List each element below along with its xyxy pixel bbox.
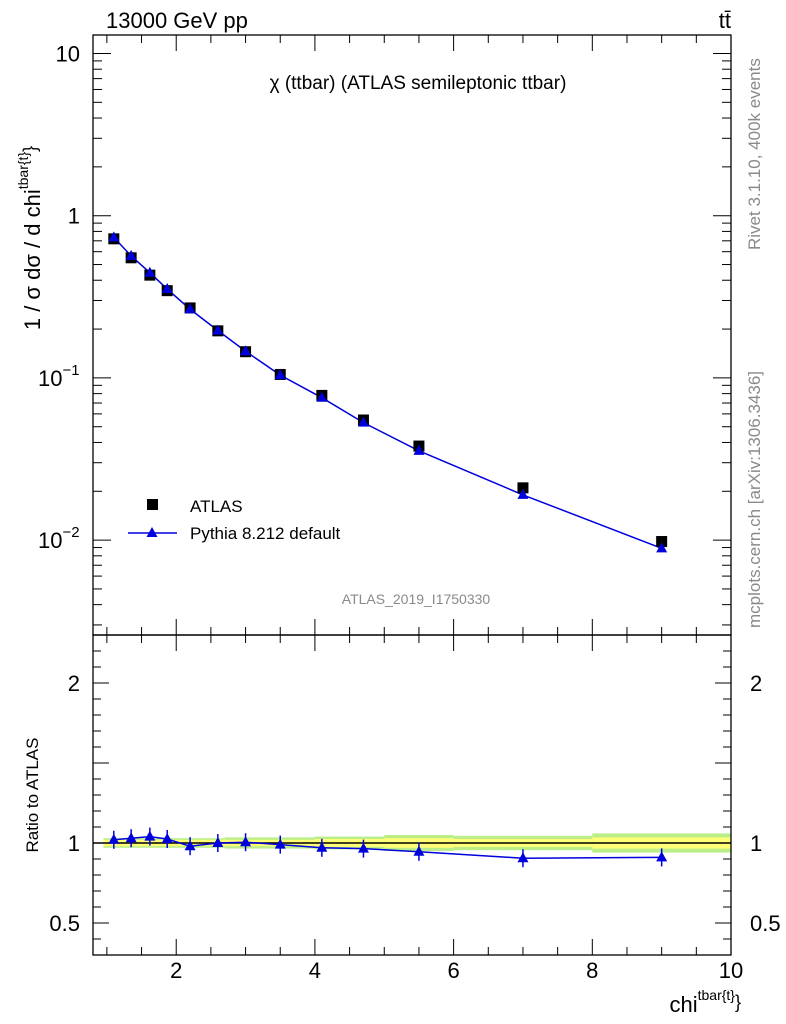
svg-text:chitbar{t}}: chitbar{t}} bbox=[669, 987, 741, 1017]
mcplots-label: mcplots.cern.ch [arXiv:1306.3436] bbox=[745, 371, 764, 628]
legend-marker-atlas bbox=[147, 499, 158, 510]
main-ylabel-sup: tbar{t} bbox=[15, 152, 31, 190]
main-plot-area bbox=[108, 231, 668, 553]
y-tick-label: 10−2 bbox=[38, 524, 80, 553]
ratio-point bbox=[517, 852, 529, 863]
ratio-point bbox=[161, 833, 173, 843]
atlas-point bbox=[517, 482, 529, 494]
main-title: χ (ttbar) (ATLAS semileptonic ttbar) bbox=[270, 73, 567, 94]
ratio-point bbox=[108, 833, 120, 844]
ratio-axes: 2 2 1 1 0.5 0.5 2 4 6 8 10 bbox=[49, 634, 781, 983]
ratio-point bbox=[656, 851, 668, 862]
x-tick-label: 2 bbox=[170, 958, 182, 983]
x-tick-label: 8 bbox=[586, 958, 598, 983]
pythia-point bbox=[125, 249, 137, 260]
pythia-point bbox=[184, 303, 196, 314]
ratio-point bbox=[413, 845, 425, 856]
ratio-point bbox=[274, 838, 286, 849]
x-tick-label: 6 bbox=[447, 958, 459, 983]
ratio-frame bbox=[92, 634, 732, 956]
svg-text:1 / σ dσ / d chitbar{t}}: 1 / σ dσ / d chitbar{t}} bbox=[15, 146, 45, 330]
main-ylabel: 1 / σ dσ / d chitbar{t}} bbox=[15, 146, 45, 330]
y-tick-exponent: −2 bbox=[62, 524, 79, 541]
pythia-point bbox=[517, 488, 529, 499]
main-ylabel-brace: } bbox=[20, 146, 40, 152]
ratio-y-tick-label-right: 0.5 bbox=[750, 911, 781, 936]
ratio-ylabel: Ratio to ATLAS bbox=[23, 738, 42, 853]
ratio-point bbox=[316, 841, 328, 852]
rivet-label: Rivet 3.1.10, 400k events bbox=[745, 58, 764, 250]
y-tick-exponent: −1 bbox=[62, 362, 79, 379]
pythia-point bbox=[161, 283, 173, 294]
process-label: tt̄ bbox=[719, 8, 731, 33]
pythia-point bbox=[357, 416, 369, 427]
legend-label-pythia: Pythia 8.212 default bbox=[190, 524, 341, 543]
pythia-point bbox=[413, 444, 425, 455]
main-frame bbox=[92, 34, 732, 636]
pythia-point bbox=[240, 345, 252, 356]
energy-label: 13000 GeV pp bbox=[106, 8, 248, 33]
pythia-point bbox=[108, 231, 120, 242]
ratio-panel: 2 2 1 1 0.5 0.5 2 4 6 8 10 Ratio to ATLAS chitbar{… bbox=[23, 634, 781, 1017]
y-tick-label: 10 bbox=[56, 41, 80, 66]
main-ylabel-text: 1 / σ dσ / d chi bbox=[20, 189, 45, 330]
watermark: ATLAS_2019_I1750330 bbox=[342, 591, 491, 607]
ratio-point bbox=[357, 842, 369, 853]
main-panel: 10 1 10−1 10−2 χ (ttbar) (ATLAS semileptoni… bbox=[15, 34, 732, 636]
legend-label-atlas: ATLAS bbox=[190, 497, 243, 516]
atlas-point bbox=[656, 536, 668, 548]
ratio-y-tick-label-right: 2 bbox=[750, 671, 762, 696]
ratio-y-tick-label: 0.5 bbox=[49, 911, 80, 936]
ratio-point bbox=[212, 837, 224, 847]
legend: ATLAS Pythia 8.212 default bbox=[128, 497, 341, 543]
xlabel-brace: } bbox=[735, 992, 741, 1012]
ratio-y-tick-label: 2 bbox=[68, 671, 80, 696]
y-tick-label: 10−1 bbox=[38, 362, 80, 391]
pythia-point bbox=[144, 266, 156, 277]
legend-marker-pythia bbox=[146, 527, 158, 537]
ratio-point bbox=[184, 840, 196, 851]
x-tick-label: 10 bbox=[719, 958, 743, 983]
ratio-xlabel: chitbar{t}} bbox=[669, 987, 741, 1017]
ratio-plot-area bbox=[93, 827, 731, 868]
xlabel-text: chi bbox=[669, 992, 697, 1017]
ratio-point bbox=[144, 830, 156, 841]
y-tick-label: 1 bbox=[68, 204, 80, 229]
x-tick-label: 4 bbox=[309, 958, 321, 983]
ratio-point bbox=[240, 836, 252, 847]
pythia-point bbox=[274, 369, 286, 380]
main-axes: 10 1 10−1 10−2 bbox=[38, 35, 732, 635]
xlabel-sup: tbar{t} bbox=[698, 987, 736, 1003]
ratio-y-tick-label-right: 1 bbox=[750, 831, 762, 856]
pythia-point bbox=[656, 542, 668, 553]
pythia-point bbox=[316, 391, 328, 402]
pythia-point bbox=[212, 324, 224, 335]
ratio-y-tick-label: 1 bbox=[68, 831, 80, 856]
ratio-point bbox=[125, 832, 137, 843]
